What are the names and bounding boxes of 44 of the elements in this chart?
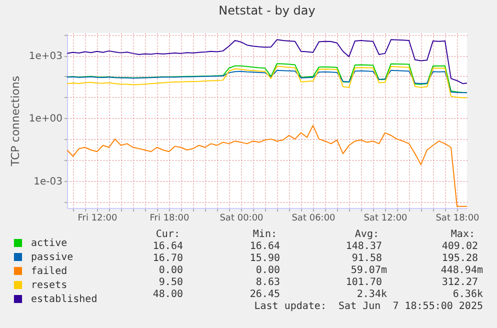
text: 59.07m <box>350 265 387 277</box>
text: 148.37 <box>346 241 382 253</box>
text: 409.02 <box>442 241 478 253</box>
text: Cur: <box>156 229 180 241</box>
text: 6.36k <box>452 289 483 301</box>
text: 15.90 <box>250 253 280 265</box>
text: 448.94m <box>440 265 483 277</box>
text: 26.45 <box>250 289 280 301</box>
legend-label: failed <box>31 266 68 277</box>
text: 9.50 <box>158 277 183 289</box>
y-tick-label: 1e-03 <box>34 176 62 188</box>
text: 0.00 <box>256 265 280 277</box>
text: 48.00 <box>152 289 183 301</box>
text: Last update: Sat Jun 7 18:55:00 2025 <box>254 301 483 313</box>
text: 195.28 <box>442 253 478 265</box>
line-series <box>67 39 467 84</box>
line-series <box>67 70 467 94</box>
text: 16.64 <box>250 241 280 253</box>
text: 91.58 <box>352 253 382 265</box>
chart-title: Netstat - by day <box>218 4 316 18</box>
text: 0.00 <box>158 265 183 277</box>
x-tick-label: Sat 06:00 <box>292 214 336 224</box>
x-tick-label: Sat 12:00 <box>364 214 408 224</box>
text: Avg: <box>354 229 379 241</box>
y-tick-label: 1e+00 <box>28 114 62 125</box>
x-tick-label: Sat 00:00 <box>220 214 264 224</box>
text: 8.63 <box>256 277 280 289</box>
text: 101.70 <box>346 277 382 289</box>
x-tick-label: Fri 18:00 <box>150 214 190 224</box>
legend-label: resets <box>31 280 68 291</box>
legend-label: established <box>31 294 98 305</box>
legend-label: passive <box>31 252 74 263</box>
y-tick-label: 1e+03 <box>28 51 62 62</box>
line-series <box>67 66 467 98</box>
text: 312.27 <box>442 277 478 289</box>
text: 2.34k <box>356 289 387 301</box>
x-tick-label: Sat 18:00 <box>436 214 480 224</box>
text: Max: <box>450 229 475 241</box>
x-tick-label: Fri 12:00 <box>78 214 118 224</box>
text: 16.70 <box>152 253 183 265</box>
text: Min: <box>252 229 277 241</box>
text: 16.64 <box>152 241 183 253</box>
legend-label: active <box>31 238 68 249</box>
y-axis-title: TCP connections <box>8 76 22 168</box>
